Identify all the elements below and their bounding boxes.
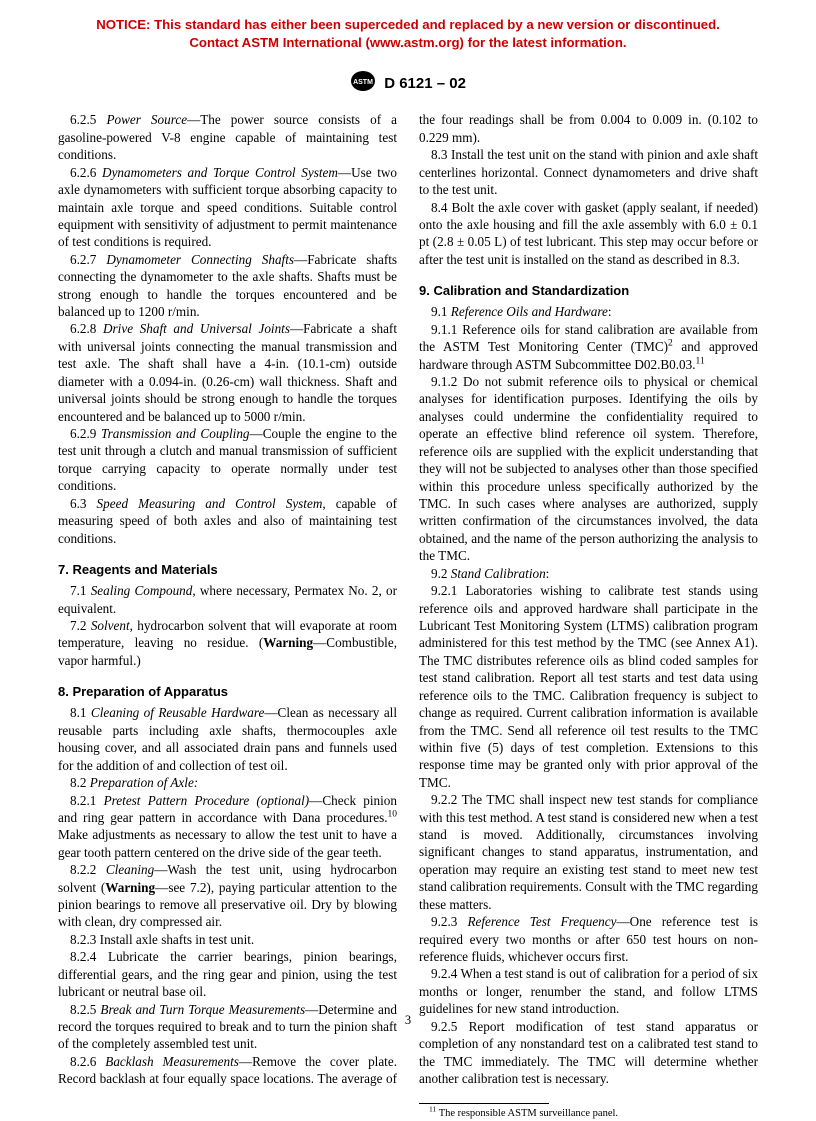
standard-header: ASTM D 6121 – 02 <box>0 70 816 98</box>
para-9-2-5: 9.2.5 Report modification of test stand … <box>419 1018 758 1088</box>
astm-logo-icon: ASTM <box>350 70 376 98</box>
notice-line-2: Contact ASTM International (www.astm.org… <box>189 35 626 50</box>
para-6-2-9: 6.2.9 Transmission and Coupling—Couple t… <box>58 425 397 495</box>
para-8-1: 8.1 Cleaning of Reusable Hardware—Clean … <box>58 704 397 774</box>
para-7-1: 7.1 Sealing Compound, where necessary, P… <box>58 582 397 617</box>
notice-banner: NOTICE: This standard has either been su… <box>0 0 816 52</box>
para-8-2-4: 8.2.4 Lubricate the carrier bearings, pi… <box>58 948 397 1000</box>
section-7-head: 7. Reagents and Materials <box>58 561 397 578</box>
designation-text: D 6121 – 02 <box>384 75 466 92</box>
para-9-2-1: 9.2.1 Laboratories wishing to calibrate … <box>419 582 758 791</box>
para-9-2-4: 9.2.4 When a test stand is out of calibr… <box>419 965 758 1017</box>
para-9-1-2: 9.1.2 Do not submit reference oils to ph… <box>419 373 758 565</box>
para-9-2-2: 9.2.2 The TMC shall inspect new test sta… <box>419 791 758 913</box>
para-8-2: 8.2 Preparation of Axle: <box>58 774 397 791</box>
section-8-head: 8. Preparation of Apparatus <box>58 683 397 700</box>
footnote-rule <box>419 1103 549 1104</box>
footnote-ref-11: 11 <box>696 356 705 366</box>
para-9-1: 9.1 Reference Oils and Hardware: <box>419 303 758 320</box>
para-6-3: 6.3 Speed Measuring and Control System, … <box>58 495 397 547</box>
para-9-1-1: 9.1.1 Reference oils for stand calibrati… <box>419 321 758 373</box>
para-8-2-1: 8.2.1 Pretest Pattern Procedure (optiona… <box>58 792 397 862</box>
para-8-4: 8.4 Bolt the axle cover with gasket (app… <box>419 199 758 269</box>
page-number: 3 <box>0 1012 816 1029</box>
para-6-2-8: 6.2.8 Drive Shaft and Universal Joints—F… <box>58 320 397 425</box>
para-8-2-2: 8.2.2 Cleaning—Wash the test unit, using… <box>58 861 397 931</box>
para-6-2-7: 6.2.7 Dynamometer Connecting Shafts—Fabr… <box>58 251 397 321</box>
svg-text:ASTM: ASTM <box>353 79 373 86</box>
para-8-2-3: 8.2.3 Install axle shafts in test unit. <box>58 931 397 948</box>
para-6-2-6: 6.2.6 Dynamometers and Torque Control Sy… <box>58 164 397 251</box>
para-9-2: 9.2 Stand Calibration: <box>419 565 758 582</box>
section-9-head: 9. Calibration and Standardization <box>419 282 758 299</box>
para-7-2: 7.2 Solvent, hydrocarbon solvent that wi… <box>58 617 397 669</box>
footnote-11: 11 The responsible ASTM surveillance pan… <box>419 1107 758 1121</box>
body-columns: 6.2.5 Power Source—The power source cons… <box>0 111 816 1121</box>
para-6-2-5: 6.2.5 Power Source—The power source cons… <box>58 111 397 163</box>
notice-line-1: NOTICE: This standard has either been su… <box>96 17 720 32</box>
para-8-3: 8.3 Install the test unit on the stand w… <box>419 146 758 198</box>
para-9-2-3: 9.2.3 Reference Test Frequency—One refer… <box>419 913 758 965</box>
footnote-ref-10: 10 <box>388 810 398 820</box>
